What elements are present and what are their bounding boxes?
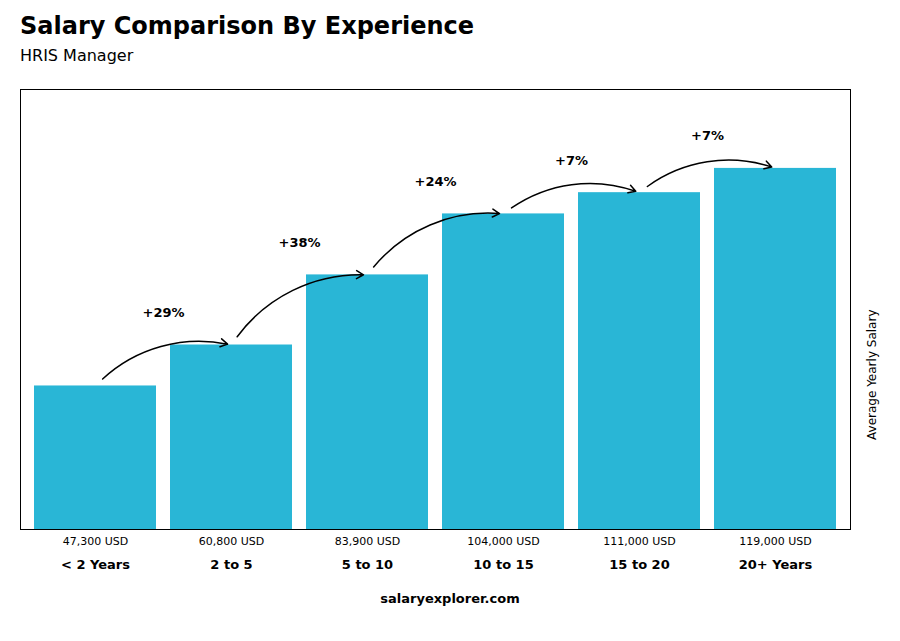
- svg-text:60,800 USD: 60,800 USD: [199, 535, 265, 548]
- svg-text:5 to 10: 5 to 10: [342, 557, 393, 572]
- html-text:salaryexplorer.com: salaryexplorer.com: [380, 591, 520, 606]
- html-text:HRIS Manager: HRIS Manager: [20, 46, 134, 65]
- svg-text:2 to 5: 2 to 5: [210, 557, 252, 572]
- svg-text:+29%: +29%: [142, 305, 184, 320]
- svg-text:Average Yearly Salary: Average Yearly Salary: [865, 310, 879, 440]
- svg-text:10 to 15: 10 to 15: [473, 557, 533, 572]
- html-text:Salary Comparison By Experienc: Salary Comparison By Experience: [20, 12, 475, 40]
- svg-text:< 2 Years: < 2 Years: [61, 557, 130, 572]
- svg-text:111,000 USD: 111,000 USD: [603, 535, 676, 548]
- svg-text:+38%: +38%: [278, 235, 320, 250]
- svg-text:20+ Years: 20+ Years: [739, 557, 813, 572]
- svg-text:+7%: +7%: [691, 128, 724, 143]
- svg-text:104,000 USD: 104,000 USD: [467, 535, 540, 548]
- svg-text:15 to 20: 15 to 20: [609, 557, 669, 572]
- svg-text:+24%: +24%: [414, 174, 456, 189]
- svg-text:47,300 USD: 47,300 USD: [63, 535, 129, 548]
- svg-text:83,900 USD: 83,900 USD: [335, 535, 401, 548]
- svg-text:+7%: +7%: [555, 153, 588, 168]
- svg-text:119,000 USD: 119,000 USD: [739, 535, 812, 548]
